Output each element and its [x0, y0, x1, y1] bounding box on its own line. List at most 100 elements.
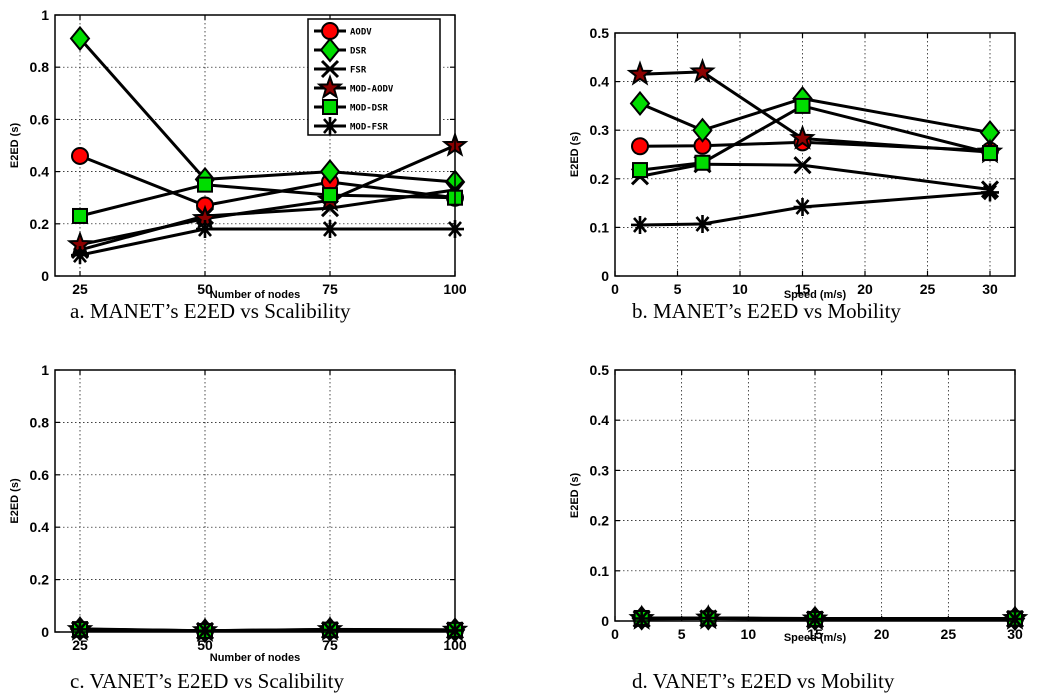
data-point-mod-aodv [789, 124, 816, 150]
y-tick-label: 1 [41, 362, 49, 378]
y-axis-label: E2ED (s) [9, 478, 21, 524]
chart-panel-3: 0 5 10 15 20 25 30 0 0.1 0.2 0.3 0.4 0.5 Speed (m/s) E… [569, 362, 1029, 693]
y-tick-label: 0.4 [590, 74, 610, 90]
series-line-mod-fsr [639, 190, 991, 227]
y-tick-label: 0.8 [30, 414, 50, 430]
chart-panel-2: 25 50 75 100 0 0.2 0.4 0.6 0.8 1 Number of nodes E2… [9, 362, 469, 693]
data-point-mod-dsr [72, 207, 88, 224]
legend-entry-mod-fsr: MOD-FSR [350, 123, 389, 133]
legend-entry-dsr: DSR [350, 47, 367, 57]
legend-marker-aodv [321, 22, 339, 40]
data-point-aodv [631, 137, 649, 156]
legend-marker-mod-fsr [321, 117, 339, 135]
data-point-mod-fsr [699, 608, 718, 627]
x-tick-label: 100 [443, 281, 467, 297]
series-line-mod-dsr [79, 183, 456, 218]
y-tick-label: 1 [41, 7, 49, 23]
series-line-dsr [78, 37, 456, 184]
x-tick-label: 15 [795, 281, 811, 297]
y-tick-label: 0.5 [590, 25, 610, 41]
data-point-mod-dsr [322, 187, 338, 204]
series-line-mod-aodv [79, 144, 456, 247]
data-point-mod-fsr [631, 215, 649, 234]
x-tick-label: 50 [197, 281, 213, 297]
chart-panel-1: 0 5 10 15 20 25 30 0 0.1 0.2 0.3 0.4 0.5 Speed (m/s) E… [569, 25, 1016, 323]
data-point-mod-fsr [632, 609, 651, 628]
x-tick-label: 50 [197, 637, 213, 653]
y-tick-label: 0 [41, 268, 49, 284]
y-tick-label: 0.1 [590, 563, 610, 579]
y-tick-label: 0.6 [30, 111, 50, 127]
legend-marker-mod-dsr [322, 99, 338, 115]
plot-area [55, 370, 455, 632]
x-tick-label: 0 [611, 626, 619, 642]
legend-entry-aodv: AODV [350, 28, 372, 38]
panel-caption: a. MANET’s E2ED vs Scalibility [70, 299, 351, 323]
x-tick-label: 30 [982, 281, 998, 297]
series-line-dsr [639, 97, 991, 135]
plot-frame [54, 369, 456, 633]
data-point-fsr [793, 156, 812, 175]
chart-panel-0: 25 50 75 100 0 0.2 0.4 0.6 0.8 1 Number of nodes E2… [9, 7, 469, 323]
y-tick-label: 0.2 [590, 513, 610, 529]
panel-caption: d. VANET’s E2ED vs Mobility [632, 669, 895, 693]
y-tick-label: 0 [41, 624, 49, 640]
x-tick-label: 10 [732, 281, 748, 297]
series-line-mod-fsr [79, 227, 455, 257]
data-point-mod-dsr [197, 176, 213, 193]
y-tick-label: 0.2 [30, 216, 50, 232]
data-point-mod-dsr [794, 97, 811, 114]
y-tick-label: 0.2 [30, 572, 50, 588]
series-line-mod-dsr [639, 104, 991, 172]
x-tick-label: 75 [322, 637, 338, 653]
series-line-fsr [639, 162, 991, 191]
legend-entry-mod-dsr: MOD-DSR [350, 104, 389, 114]
x-tick-label: 25 [941, 626, 957, 642]
legend-marker-mod-aodv [316, 73, 344, 100]
x-tick-label: 10 [741, 626, 757, 642]
data-point-mod-dsr [632, 162, 648, 179]
data-point-dsr [69, 25, 91, 52]
data-point-mod-aodv [626, 60, 654, 86]
data-point-dsr [629, 90, 651, 117]
y-tick-label: 0.4 [590, 412, 610, 428]
data-point-mod-dsr [982, 145, 998, 162]
x-axis-label: Speed (m/s) [784, 289, 847, 301]
y-tick-label: 0.1 [590, 219, 610, 235]
series-line-mod-aodv [639, 70, 991, 154]
series-line-mod-fsr [641, 616, 1015, 621]
x-tick-label: 20 [874, 626, 890, 642]
y-axis-label: E2ED (s) [569, 132, 581, 178]
x-tick-label: 75 [322, 281, 338, 297]
data-point-mod-aodv [689, 57, 716, 84]
y-axis-label: E2ED (s) [9, 123, 21, 169]
legend-entry-fsr: FSR [350, 66, 367, 76]
series-line-mod-fsr [79, 627, 456, 633]
plot-frame [54, 14, 456, 277]
x-axis-label: Speed (m/s) [784, 632, 847, 644]
x-tick-label: 25 [72, 281, 88, 297]
x-tick-label: 25 [920, 281, 936, 297]
data-point-mod-fsr [71, 246, 89, 265]
y-axis-label: E2ED (s) [569, 473, 581, 519]
x-axis-label: Number of nodes [210, 289, 300, 301]
y-tick-label: 0 [601, 268, 609, 284]
legend-marker-dsr [319, 37, 341, 63]
legend-marker-fsr [320, 59, 340, 79]
data-point-mod-fsr [693, 214, 712, 233]
y-tick-label: 0.5 [590, 362, 610, 378]
legend-entry-mod-aodv: MOD-AODV [350, 85, 394, 95]
plot-frame [614, 32, 1016, 277]
series-line-aodv [79, 154, 456, 207]
x-tick-label: 100 [443, 637, 467, 653]
x-tick-label: 0 [611, 281, 619, 297]
y-tick-label: 0 [601, 613, 609, 629]
legend: AODV DSR FSR MOD-AODV MOD-DSR MOD-FSR [307, 18, 441, 136]
data-point-dsr [692, 117, 713, 143]
x-tick-label: 25 [72, 637, 88, 653]
panel-caption: c. VANET’s E2ED vs Scalibility [70, 669, 344, 693]
y-tick-label: 0.3 [590, 122, 610, 138]
data-point-mod-fsr [321, 220, 339, 239]
x-tick-label: 15 [807, 626, 823, 642]
